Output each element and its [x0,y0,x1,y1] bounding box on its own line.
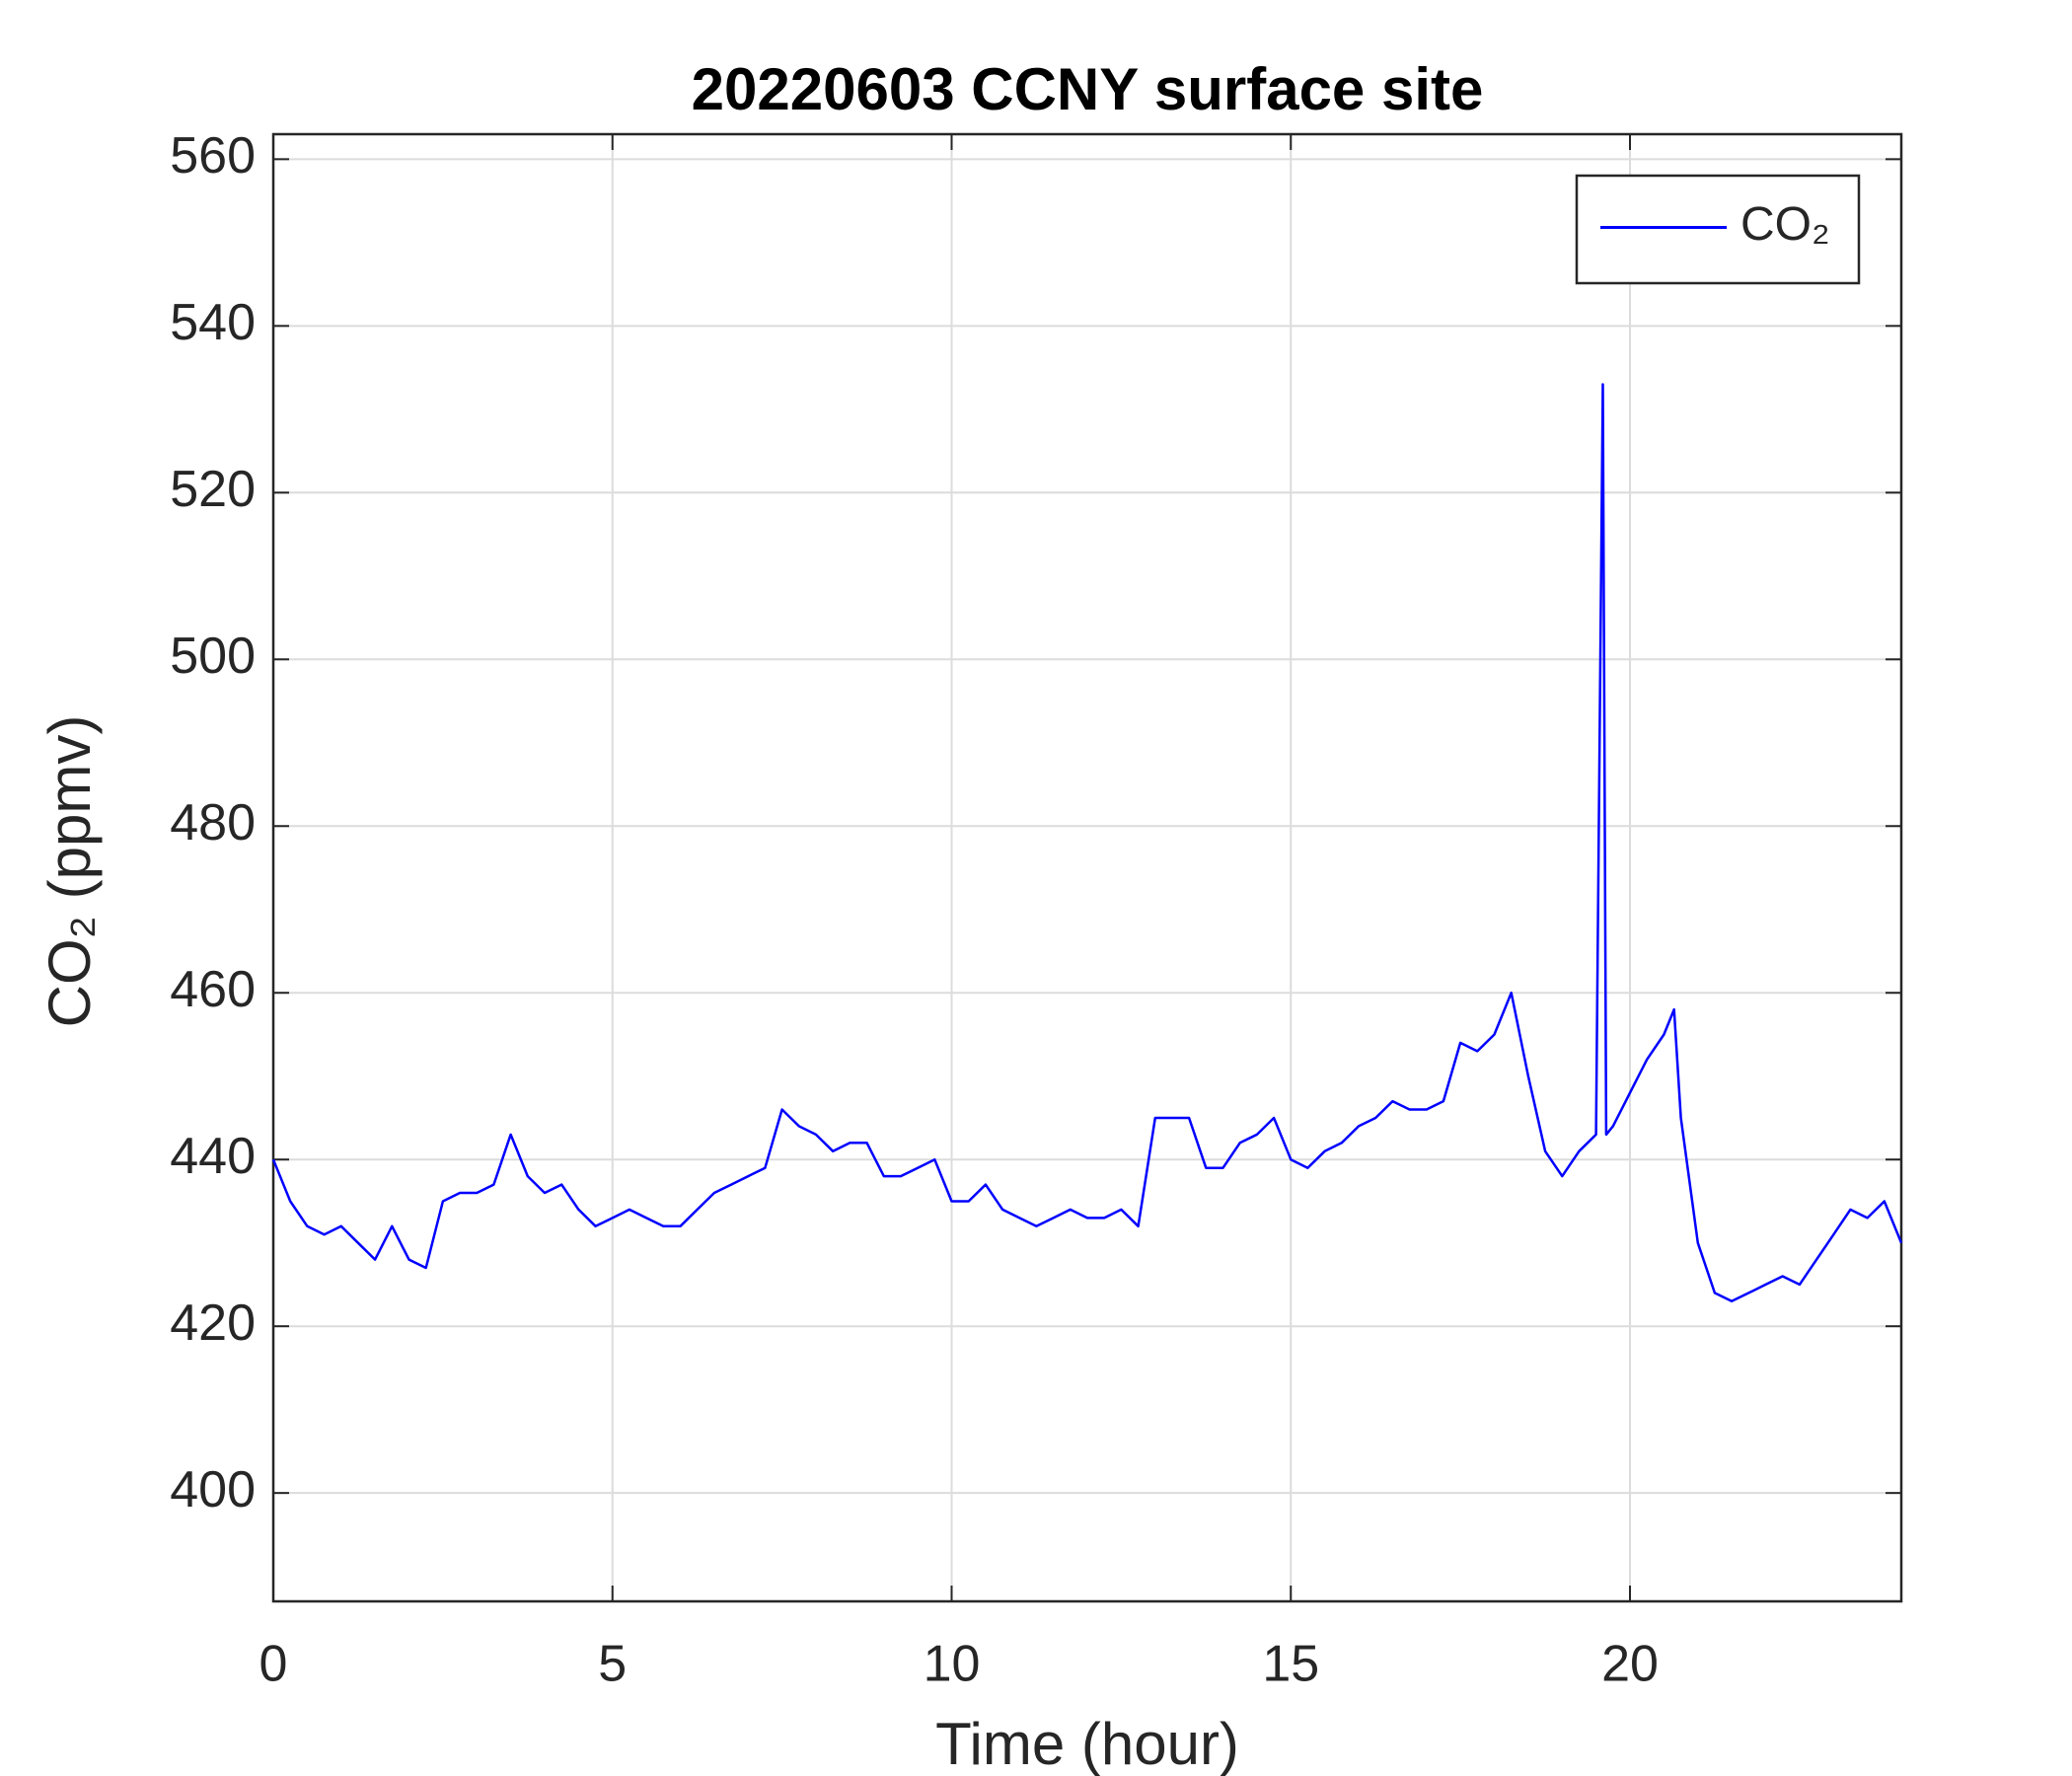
chart-title: 20220603 CCNY surface site [692,56,1484,122]
y-tick-label: 420 [170,1295,256,1352]
y-tick-label: 500 [170,628,256,685]
x-tick-label: 0 [259,1636,288,1693]
y-tick-label: 400 [170,1461,256,1518]
plot-frame [271,132,1903,1603]
x-tick-label: 10 [924,1636,981,1693]
y-tick-label: 480 [170,794,256,851]
y-tick-label: 440 [170,1128,256,1185]
y-axis-label: CO₂ (ppmv) [37,715,103,1028]
legend-label: CO₂ [1740,198,1830,251]
y-tick-label: 540 [170,294,256,351]
x-tick-label: 15 [1262,1636,1319,1693]
x-axis-label: Time (hour) [935,1711,1239,1776]
x-tick-label: 20 [1601,1636,1659,1693]
data-line [271,383,1903,1303]
legend-box [1575,174,1861,285]
y-tick-label: 520 [170,461,256,518]
x-tick-label: 5 [598,1636,627,1693]
y-tick-label: 460 [170,961,256,1018]
y-tick-label: 560 [170,127,256,185]
